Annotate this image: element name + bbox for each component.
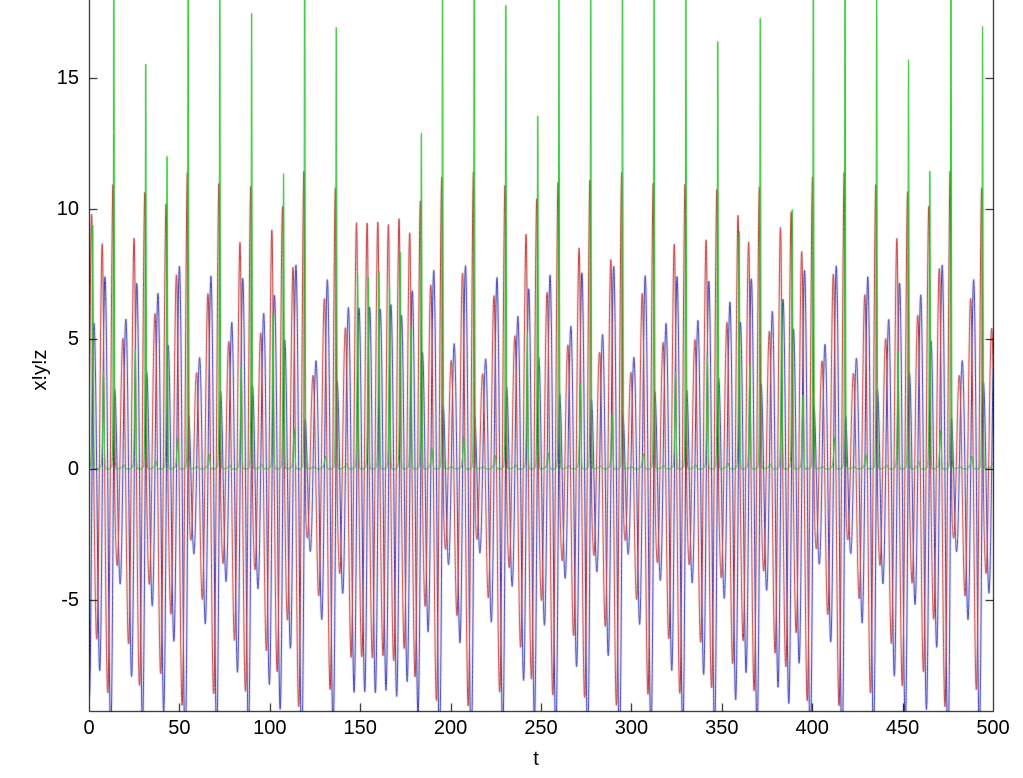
x-tick-label: 450 xyxy=(885,717,920,739)
x-tick-label: 150 xyxy=(343,717,377,739)
x-tick-label: 400 xyxy=(795,717,829,739)
x-tick-label: 500 xyxy=(976,717,1010,739)
x-tick-label: 300 xyxy=(614,717,649,739)
x-tick-label: 0 xyxy=(83,717,95,739)
x-tick-label: 100 xyxy=(253,717,287,739)
x-tick-label: 50 xyxy=(168,717,191,739)
x-tick-label: 250 xyxy=(524,717,558,739)
y-tick-label: 15 xyxy=(56,67,79,90)
y-tick-label: 0 xyxy=(67,458,79,481)
x-tick-label: 350 xyxy=(705,717,739,739)
y-tick-label: -5 xyxy=(61,588,79,611)
y-axis-label: x!y!z xyxy=(29,349,51,391)
x-axis-label: t xyxy=(533,748,539,770)
y-tick-label: 10 xyxy=(56,197,79,220)
x-tick-label: 200 xyxy=(433,717,468,739)
y-tick-label: 5 xyxy=(67,327,79,350)
